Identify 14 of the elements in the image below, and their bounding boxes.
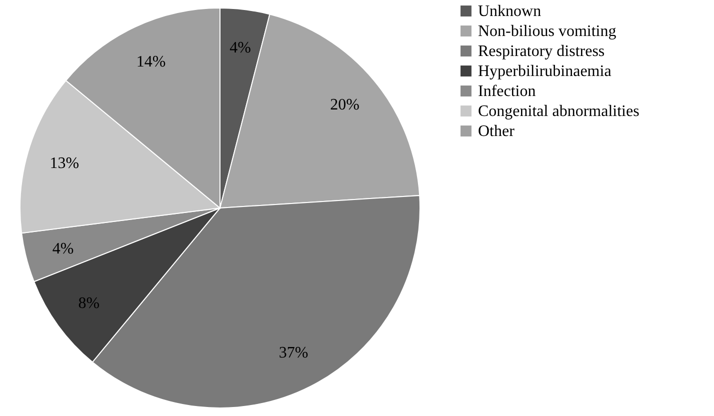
legend-label: Respiratory distress xyxy=(478,43,605,60)
legend-label: Other xyxy=(478,123,516,140)
data-label: 4% xyxy=(52,240,74,258)
data-label: 13% xyxy=(50,154,80,172)
legend-label: Unknown xyxy=(478,3,542,20)
legend-label: Congenital abnormalities xyxy=(478,103,640,120)
data-label: 14% xyxy=(136,53,166,70)
data-label: 37% xyxy=(278,344,308,362)
data-label: 4% xyxy=(230,39,251,56)
data-label: 8% xyxy=(78,295,100,312)
legend-label: Infection xyxy=(478,83,536,100)
legend-label: Hyperbilirubinaemia xyxy=(478,63,612,80)
legend-label: Non-bilious vomiting xyxy=(478,23,616,40)
data-label: 20% xyxy=(330,96,360,114)
